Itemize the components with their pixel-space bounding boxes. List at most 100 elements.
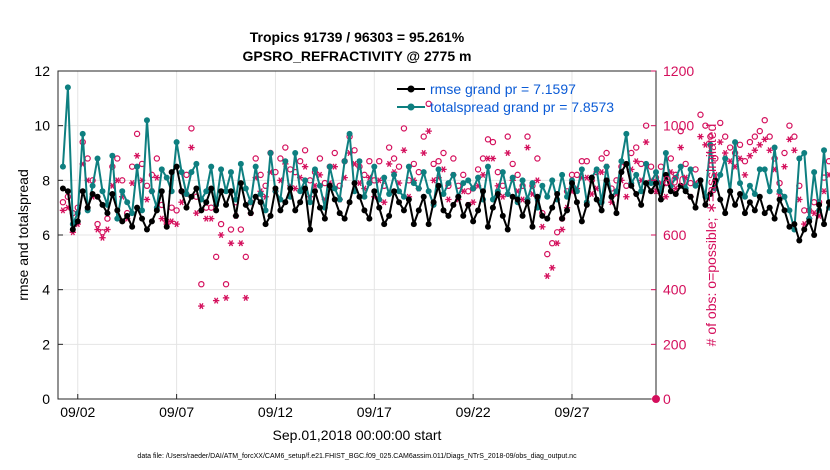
obs-possible-point [212,253,220,261]
rmse-point [494,191,501,197]
rmse-point [593,196,600,203]
spread-point [59,163,66,170]
asterisk-stroke [441,166,446,173]
spread-point [410,180,417,187]
spread-point [341,158,348,165]
spread-point [707,141,714,148]
rmse-point [667,188,674,195]
spread-point [366,180,373,187]
asterisk-stroke [60,207,66,214]
spread-point [371,163,378,170]
obs-possible-point [316,155,324,162]
rmse-point [480,188,487,195]
obs-possible-point [692,166,699,173]
obs-possible-point [781,149,788,157]
asterisk-stroke [821,188,827,195]
obs-possible-point [282,144,289,151]
spread-point [361,193,368,200]
obs-possible-point [766,133,773,140]
spread-point [692,182,699,189]
spread-point [593,166,600,173]
rmse-point [455,193,462,200]
obs-assimilated-point [544,272,551,280]
rmse-point [687,193,694,200]
obs-assimilated-point [158,215,165,222]
spread-point [79,130,86,137]
obs-assimilated-point [198,302,205,310]
asterisk-stroke [382,199,387,206]
asterisk-stroke [332,163,337,170]
obs-assimilated-point [193,210,200,217]
spread-point [396,188,403,195]
obs-possible-point [188,125,195,132]
obs-possible-point [598,155,605,162]
spread-point [648,180,655,187]
legend: rmse grand pr = 7.1597 totalspread grand… [397,81,614,115]
rmse-point [173,163,180,170]
spread-point [440,191,447,197]
rmse-point [336,210,343,217]
asterisk-stroke [278,177,283,184]
obs-possible-point [331,149,338,157]
rmse-point [79,188,86,195]
rmse-point [139,215,146,222]
asterisk-stroke [238,240,244,247]
spread-point [559,171,566,178]
asterisk-stroke [643,138,649,146]
spread-point [114,215,121,222]
rmse-point [470,218,477,225]
rmse-point [391,188,398,195]
obs-possible-point [168,204,175,211]
obs-assimilated-point [524,144,531,151]
obs-assimilated-point [104,226,111,233]
rmse-point [193,185,200,192]
spread-point [99,188,106,195]
asterisk-stroke [545,272,550,280]
rmse-point [114,207,121,214]
asterisk-stroke [811,210,817,217]
asterisk-stroke [228,240,234,247]
rmse-point [672,191,679,197]
spread-point [781,193,788,200]
asterisk-stroke [179,199,184,206]
asterisk-stroke [802,220,807,228]
asterisk-stroke [169,218,174,225]
rmse-point [129,223,136,230]
right-tick-label: 600 [663,227,687,243]
rmse-point [475,207,482,214]
spread-point [64,84,71,91]
right-tick-label: 0 [663,391,671,407]
obs-assimilated-point [766,147,773,154]
asterisk-stroke [159,215,164,222]
spread-point [247,199,254,206]
rmse-point [786,223,793,230]
data-layer [59,84,830,403]
asterisk-stroke [461,188,466,195]
spread-point [257,191,264,197]
obs-possible-point [534,155,541,162]
asterisk-stroke [673,185,678,192]
spread-point [623,130,630,137]
obs-assimilated-point [188,144,195,151]
spread-point [484,163,491,170]
obs-assimilated-point [469,199,477,206]
spread-point [499,169,506,176]
obs-assimilated-point [633,158,640,165]
chart-subtitle: GPSRO_REFRACTIVITY @ 2775 m [243,48,472,64]
asterisk-stroke [213,297,219,304]
spread-point [811,169,818,176]
rmse-point [648,188,655,195]
obs-assimilated-point [222,294,230,301]
rmse-point [227,188,234,195]
rmse-point [277,207,284,214]
spread-point [475,174,482,181]
obs-possible-point [104,215,111,222]
asterisk-stroke [352,160,357,168]
spread-point [252,163,259,170]
obs-assimilated-point [553,240,561,247]
spread-point [124,199,131,206]
rmse-point [588,174,595,181]
obs-assimilated-point [489,155,497,162]
rmse-point [307,226,314,233]
right-tick-label: 1000 [663,118,694,134]
